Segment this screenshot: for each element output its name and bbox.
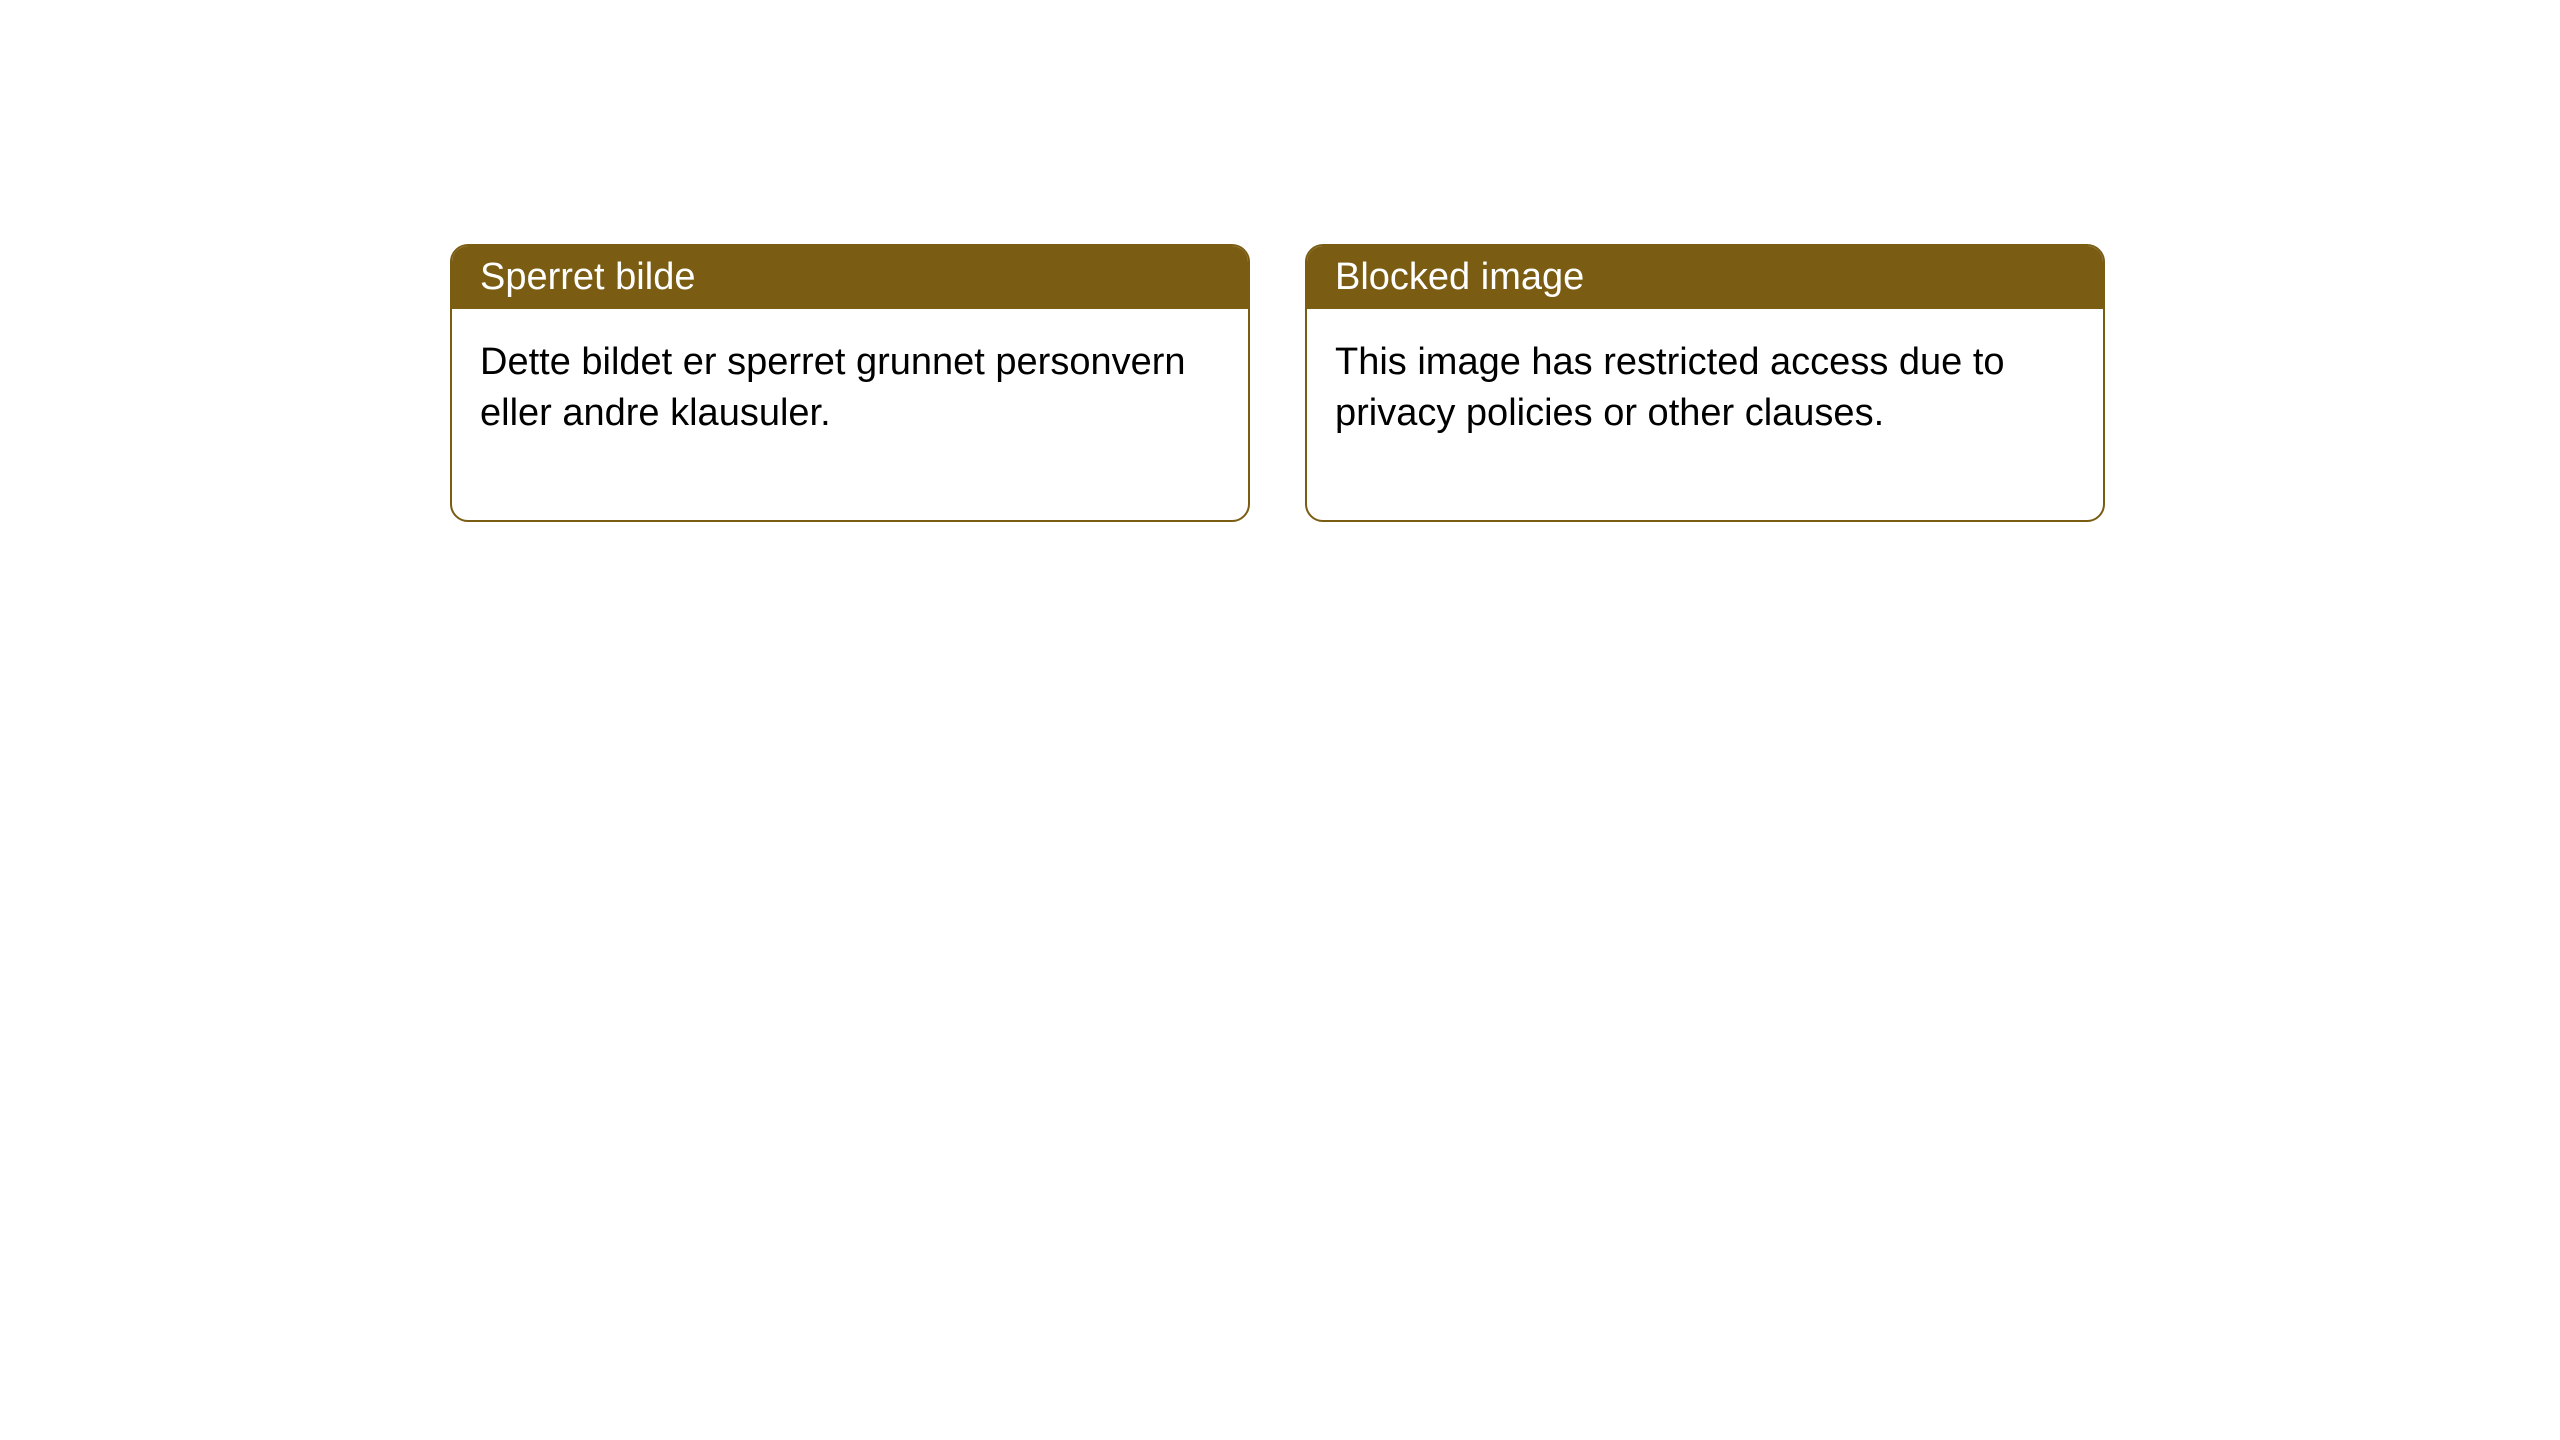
- notice-text-norwegian: Dette bildet er sperret grunnet personve…: [480, 341, 1186, 434]
- notice-body-english: This image has restricted access due to …: [1307, 309, 2103, 520]
- notice-title-english: Blocked image: [1335, 256, 1584, 298]
- notice-body-norwegian: Dette bildet er sperret grunnet personve…: [452, 309, 1248, 520]
- notice-title-norwegian: Sperret bilde: [480, 256, 695, 298]
- notice-header-norwegian: Sperret bilde: [452, 246, 1248, 309]
- notice-header-english: Blocked image: [1307, 246, 2103, 309]
- notice-text-english: This image has restricted access due to …: [1335, 341, 2005, 434]
- notice-card-english: Blocked image This image has restricted …: [1305, 244, 2105, 522]
- notice-container: Sperret bilde Dette bildet er sperret gr…: [450, 244, 2105, 522]
- notice-card-norwegian: Sperret bilde Dette bildet er sperret gr…: [450, 244, 1250, 522]
